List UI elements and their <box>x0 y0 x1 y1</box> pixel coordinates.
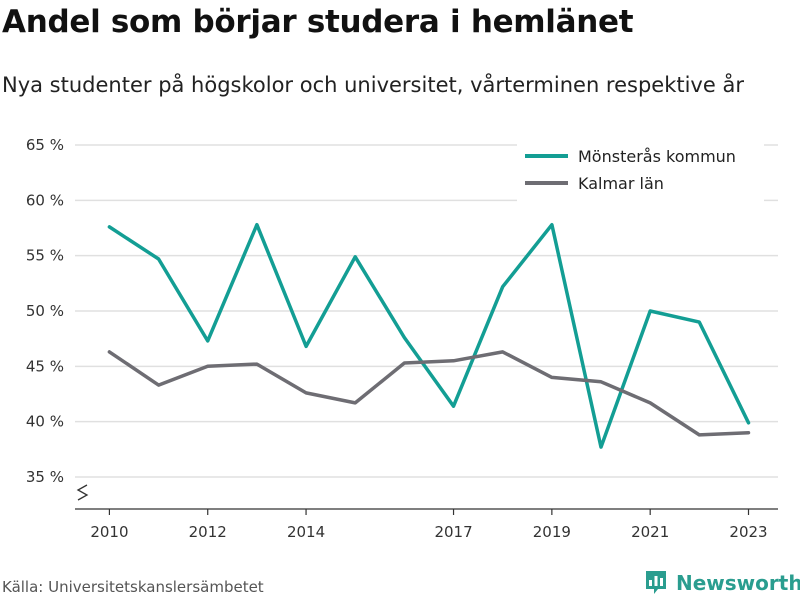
y-tick-label: 45 % <box>26 357 64 375</box>
brand-logo: Newsworthy <box>644 568 800 598</box>
x-tick-label: 2021 <box>631 523 669 541</box>
axis-break-icon <box>76 484 89 501</box>
x-tick-label: 2023 <box>729 523 767 541</box>
source-note: Källa: Universitetskanslersämbetet <box>2 578 264 596</box>
legend-label: Kalmar län <box>578 174 664 193</box>
brand-name: Newsworthy <box>676 571 800 595</box>
y-tick-label: 55 % <box>26 247 64 265</box>
chart-subtitle: Nya studenter på högskolor och universit… <box>2 73 744 97</box>
chart-title: Andel som börjar studera i hemlänet <box>2 4 634 40</box>
series-line-2 <box>107 350 751 437</box>
legend-label: Mönsterås kommun <box>578 147 736 166</box>
x-tick-label: 2019 <box>533 523 571 541</box>
y-tick-label: 50 % <box>26 302 64 320</box>
x-tick-label: 2012 <box>189 523 227 541</box>
x-tick-label: 2014 <box>287 523 325 541</box>
x-tick-label: 2017 <box>434 523 472 541</box>
y-tick-label: 35 % <box>26 468 64 486</box>
series-line-1 <box>107 222 751 449</box>
y-tick-label: 65 % <box>26 136 64 154</box>
y-tick-label: 60 % <box>26 191 64 209</box>
x-tick-label: 2010 <box>90 523 128 541</box>
bar-chart-logo-icon <box>644 567 668 599</box>
legend-box <box>517 138 764 202</box>
y-tick-label: 40 % <box>26 413 64 431</box>
